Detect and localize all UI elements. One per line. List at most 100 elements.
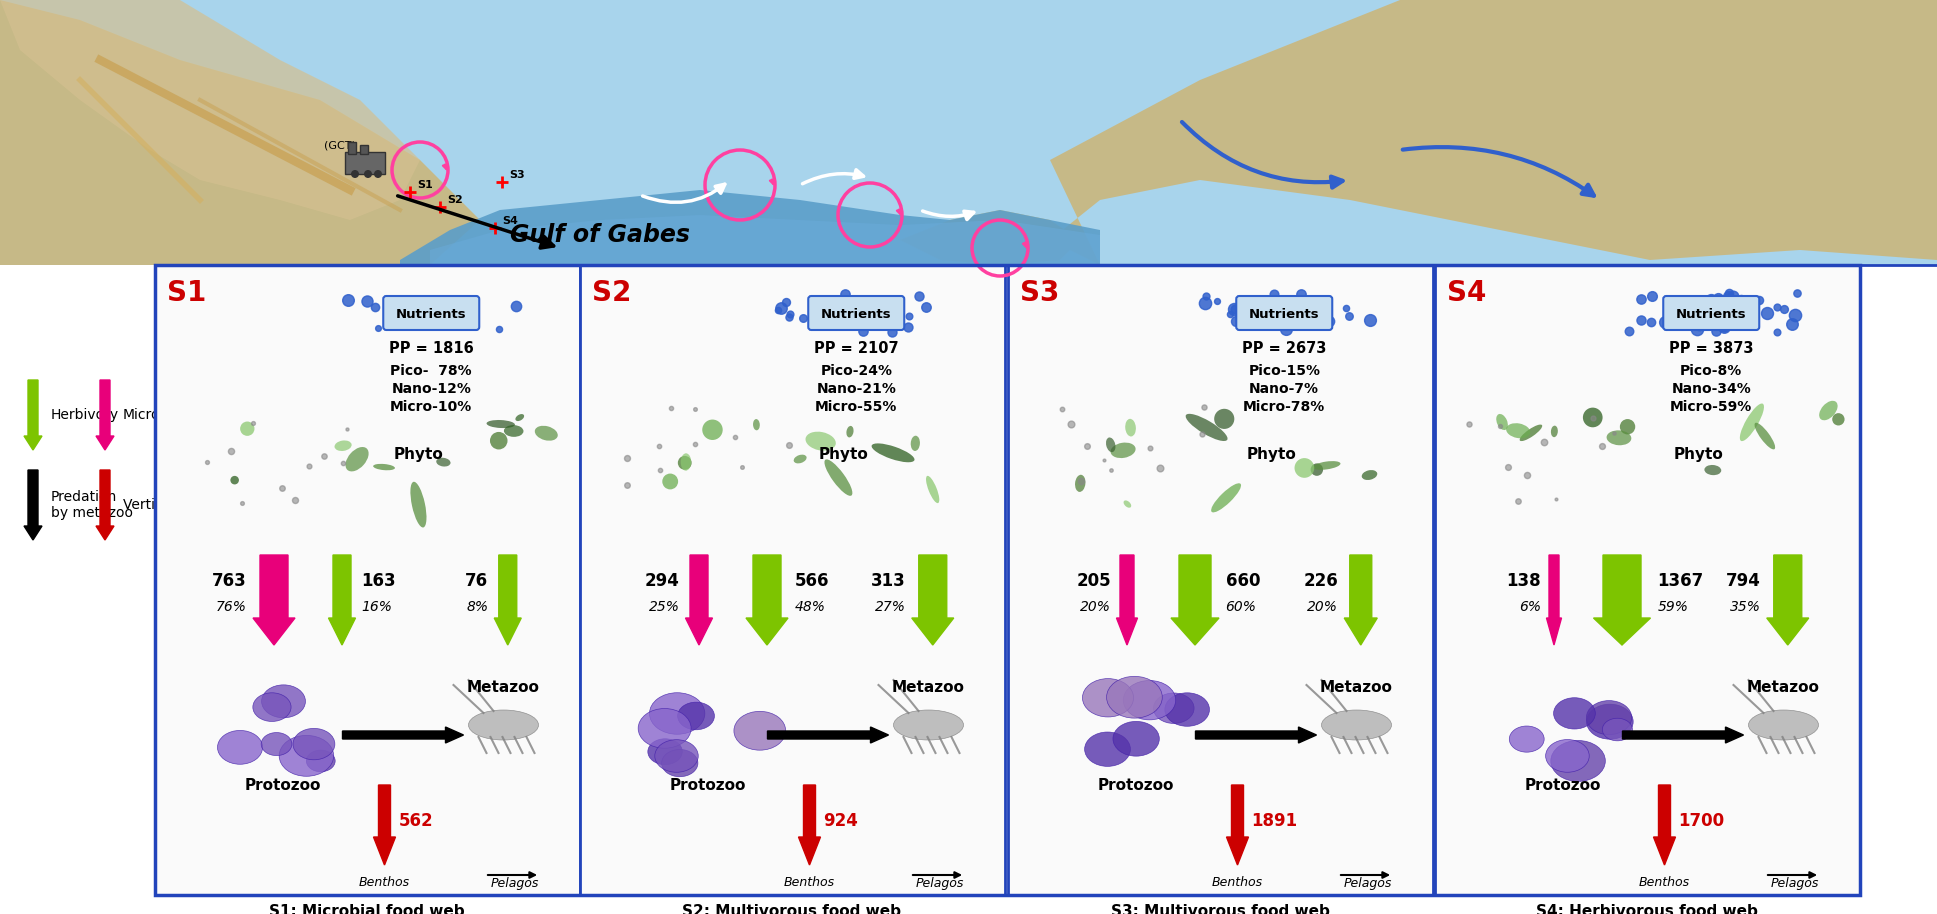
FancyArrow shape: [1172, 555, 1218, 645]
Ellipse shape: [637, 708, 692, 749]
Ellipse shape: [846, 426, 854, 438]
Text: 48%: 48%: [794, 600, 825, 614]
Ellipse shape: [734, 711, 786, 750]
Text: S3: S3: [1021, 279, 1060, 307]
FancyArrow shape: [1767, 555, 1809, 645]
Text: 794: 794: [1726, 572, 1761, 590]
Text: Phyto: Phyto: [1674, 448, 1724, 462]
Text: 138: 138: [1507, 572, 1542, 590]
Ellipse shape: [490, 432, 507, 450]
Ellipse shape: [662, 749, 697, 777]
Ellipse shape: [1755, 423, 1774, 450]
Ellipse shape: [1507, 423, 1530, 438]
Text: 313: 313: [870, 572, 905, 590]
Ellipse shape: [1164, 693, 1209, 727]
FancyArrow shape: [1623, 727, 1743, 743]
Ellipse shape: [1311, 463, 1323, 476]
Ellipse shape: [806, 431, 835, 451]
Text: 27%: 27%: [874, 600, 905, 614]
Circle shape: [364, 170, 372, 178]
FancyArrow shape: [686, 555, 713, 645]
Text: Metazoo: Metazoo: [467, 679, 540, 695]
Text: Protozoo: Protozoo: [244, 778, 322, 792]
Ellipse shape: [345, 447, 368, 472]
Ellipse shape: [1075, 474, 1085, 492]
Text: 59%: 59%: [1658, 600, 1689, 614]
Text: S1: Microbial food web: S1: Microbial food web: [269, 904, 465, 914]
Ellipse shape: [217, 730, 263, 764]
Text: Micro-55%: Micro-55%: [815, 400, 897, 414]
Ellipse shape: [678, 702, 715, 729]
Ellipse shape: [647, 739, 682, 765]
Text: 76%: 76%: [215, 600, 246, 614]
FancyArrow shape: [343, 727, 463, 743]
Text: Pico-15%: Pico-15%: [1247, 364, 1321, 378]
Ellipse shape: [1552, 740, 1606, 781]
Text: 1700: 1700: [1679, 812, 1724, 830]
Polygon shape: [401, 190, 1100, 265]
Text: Nutrients: Nutrients: [1249, 307, 1319, 321]
Ellipse shape: [872, 443, 914, 462]
Text: Micro-10%: Micro-10%: [389, 400, 473, 414]
FancyArrow shape: [374, 785, 395, 865]
Ellipse shape: [1110, 442, 1135, 458]
Ellipse shape: [1495, 414, 1507, 430]
FancyArrow shape: [23, 380, 43, 450]
FancyArrow shape: [1195, 727, 1317, 743]
Text: S4: Herbivorous food web: S4: Herbivorous food web: [1536, 904, 1759, 914]
Text: Pelagos: Pelagos: [1344, 877, 1393, 889]
Text: PP = 3873: PP = 3873: [1670, 341, 1753, 356]
Text: Pico-  78%: Pico- 78%: [391, 364, 473, 378]
Text: 20%: 20%: [1081, 600, 1110, 614]
Ellipse shape: [1521, 425, 1542, 441]
Text: PP = 2107: PP = 2107: [814, 341, 899, 356]
Text: S3: Multivorous food web: S3: Multivorous food web: [1110, 904, 1329, 914]
Ellipse shape: [1362, 470, 1377, 480]
Ellipse shape: [1085, 732, 1131, 766]
Text: S4: S4: [502, 216, 517, 226]
FancyArrow shape: [1116, 555, 1137, 645]
Ellipse shape: [680, 453, 692, 471]
Text: 1367: 1367: [1658, 572, 1705, 590]
Text: Herbivory: Herbivory: [50, 408, 118, 422]
Ellipse shape: [261, 732, 292, 756]
Text: Gulf of Gabes: Gulf of Gabes: [509, 223, 690, 247]
Text: 6%: 6%: [1519, 600, 1542, 614]
Ellipse shape: [254, 693, 291, 721]
Text: Benthos: Benthos: [358, 877, 411, 889]
Text: 660: 660: [1226, 572, 1261, 590]
Text: Protozoo: Protozoo: [670, 778, 746, 792]
Text: Nano-34%: Nano-34%: [1672, 382, 1751, 396]
FancyBboxPatch shape: [579, 265, 1005, 895]
Text: Protozoo: Protozoo: [1524, 778, 1600, 792]
Ellipse shape: [1739, 403, 1765, 441]
Text: 76: 76: [465, 572, 488, 590]
Text: Pelagos: Pelagos: [490, 877, 538, 889]
Text: Phyto: Phyto: [393, 448, 444, 462]
Ellipse shape: [1123, 501, 1131, 507]
Ellipse shape: [678, 456, 692, 470]
Text: Pelagos: Pelagos: [1770, 877, 1819, 889]
Ellipse shape: [794, 454, 806, 463]
FancyBboxPatch shape: [1664, 296, 1759, 330]
Text: Nano-12%: Nano-12%: [391, 382, 471, 396]
Text: S2: S2: [593, 279, 631, 307]
Ellipse shape: [515, 414, 525, 421]
Text: 1891: 1891: [1251, 812, 1298, 830]
Text: PP = 2673: PP = 2673: [1242, 341, 1327, 356]
Ellipse shape: [240, 421, 254, 436]
Text: Micro-59%: Micro-59%: [1670, 400, 1753, 414]
Ellipse shape: [261, 685, 306, 717]
Circle shape: [374, 170, 382, 178]
Ellipse shape: [1185, 414, 1228, 441]
FancyBboxPatch shape: [0, 0, 1937, 265]
FancyBboxPatch shape: [384, 296, 478, 330]
Ellipse shape: [655, 739, 697, 772]
Ellipse shape: [649, 693, 705, 734]
Polygon shape: [901, 210, 1081, 265]
Ellipse shape: [1602, 718, 1633, 741]
FancyArrow shape: [1594, 555, 1650, 645]
FancyArrow shape: [23, 470, 43, 540]
Ellipse shape: [292, 728, 335, 760]
Ellipse shape: [1313, 461, 1340, 470]
